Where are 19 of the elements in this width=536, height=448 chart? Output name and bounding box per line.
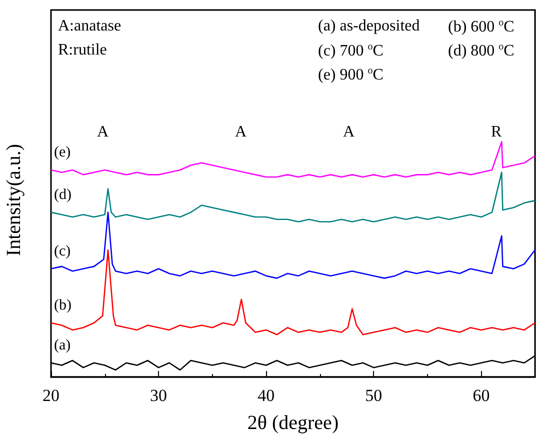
x-tick-label: 60: [472, 386, 490, 405]
x-tick-label: 40: [258, 386, 275, 405]
text: A: [97, 124, 109, 140]
x-axis-title: 2θ (degree): [247, 412, 339, 434]
text: A: [343, 124, 355, 140]
text: R: [491, 124, 502, 140]
text: R:rutile: [58, 42, 107, 58]
series-label: (e): [54, 144, 71, 160]
series-label: (c): [54, 243, 71, 260]
text: A:anatase: [58, 18, 122, 34]
series-label: (a): [54, 337, 71, 354]
x-tick-label: 50: [365, 386, 382, 405]
series-label: (b): [54, 297, 72, 314]
text: A: [235, 124, 247, 140]
y-axis-title: Intensity(a.u.): [3, 144, 25, 256]
x-tick-label: 30: [150, 386, 168, 405]
text: (a) as-deposited: [318, 18, 420, 34]
x-tick-label: 20: [42, 386, 60, 405]
series-label: (d): [54, 186, 72, 203]
